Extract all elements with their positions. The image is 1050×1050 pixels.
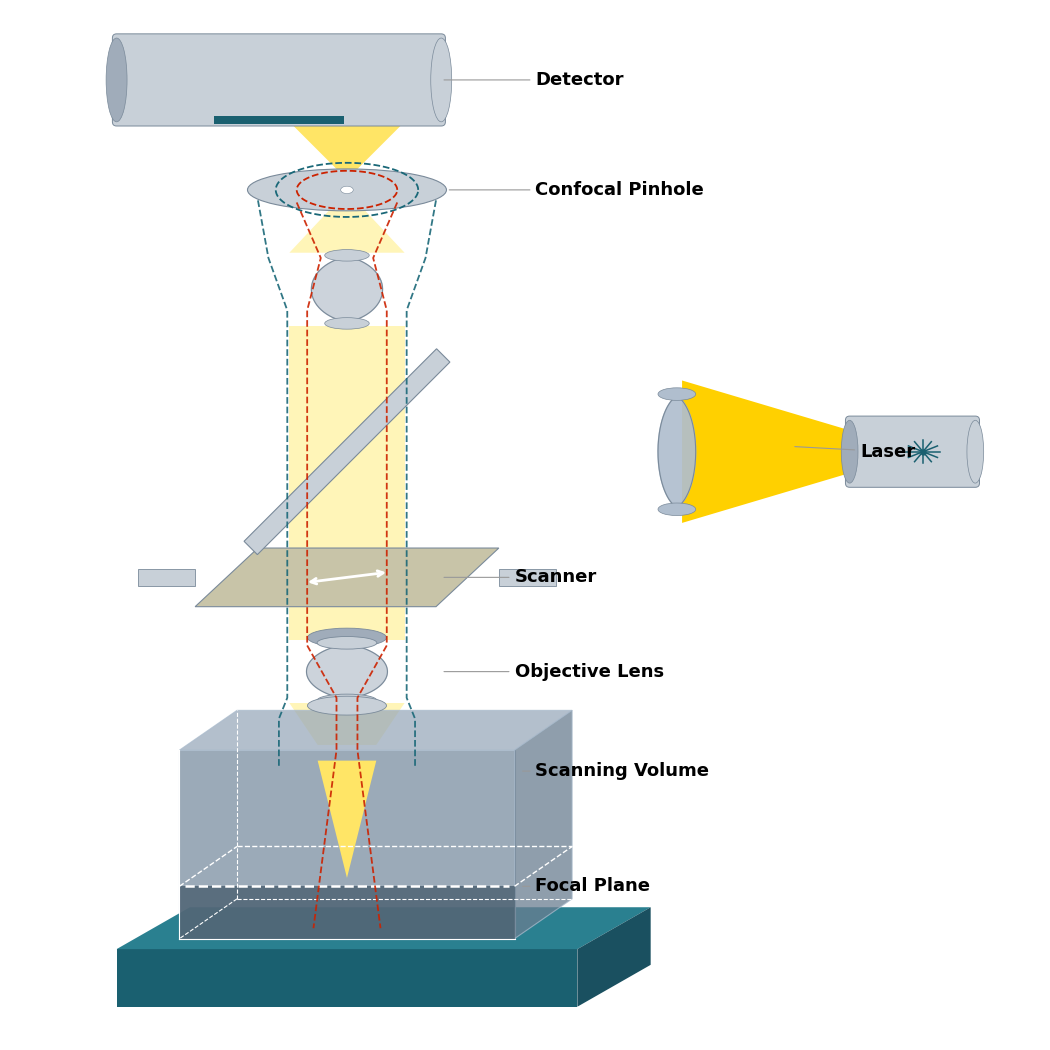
Polygon shape bbox=[318, 760, 376, 878]
Polygon shape bbox=[290, 704, 404, 744]
Polygon shape bbox=[658, 394, 696, 509]
Text: Detector: Detector bbox=[444, 71, 624, 89]
Polygon shape bbox=[117, 907, 651, 949]
Ellipse shape bbox=[308, 696, 386, 715]
Polygon shape bbox=[180, 711, 572, 750]
Ellipse shape bbox=[248, 169, 446, 211]
Polygon shape bbox=[138, 568, 195, 586]
Polygon shape bbox=[244, 349, 449, 554]
Ellipse shape bbox=[106, 38, 127, 122]
Text: Laser: Laser bbox=[795, 443, 916, 461]
Ellipse shape bbox=[430, 38, 452, 122]
Polygon shape bbox=[290, 122, 404, 180]
Ellipse shape bbox=[317, 694, 377, 707]
Text: Focal Plane: Focal Plane bbox=[523, 878, 650, 896]
Polygon shape bbox=[312, 255, 382, 323]
Ellipse shape bbox=[317, 636, 377, 649]
Bar bbox=[214, 116, 343, 124]
Polygon shape bbox=[514, 711, 572, 939]
Polygon shape bbox=[290, 203, 404, 253]
Polygon shape bbox=[682, 380, 886, 523]
FancyBboxPatch shape bbox=[845, 416, 980, 487]
Ellipse shape bbox=[340, 186, 353, 193]
Ellipse shape bbox=[658, 503, 696, 516]
Ellipse shape bbox=[324, 318, 370, 329]
Text: Scanning Volume: Scanning Volume bbox=[523, 762, 710, 780]
Ellipse shape bbox=[967, 420, 984, 483]
Polygon shape bbox=[180, 886, 514, 939]
Polygon shape bbox=[290, 346, 404, 556]
FancyBboxPatch shape bbox=[112, 34, 445, 126]
Ellipse shape bbox=[324, 250, 370, 261]
Polygon shape bbox=[290, 327, 404, 346]
Ellipse shape bbox=[658, 387, 696, 400]
Ellipse shape bbox=[841, 420, 858, 483]
Text: Confocal Pinhole: Confocal Pinhole bbox=[449, 181, 705, 198]
Text: Scanner: Scanner bbox=[444, 568, 596, 586]
Polygon shape bbox=[307, 643, 387, 700]
Polygon shape bbox=[886, 441, 923, 462]
Polygon shape bbox=[180, 750, 514, 939]
Polygon shape bbox=[117, 949, 578, 1007]
Ellipse shape bbox=[308, 628, 386, 647]
Polygon shape bbox=[290, 548, 404, 556]
Text: Objective Lens: Objective Lens bbox=[444, 663, 664, 680]
Polygon shape bbox=[195, 548, 499, 607]
Polygon shape bbox=[499, 568, 556, 586]
Polygon shape bbox=[578, 907, 651, 1007]
Polygon shape bbox=[290, 607, 404, 640]
